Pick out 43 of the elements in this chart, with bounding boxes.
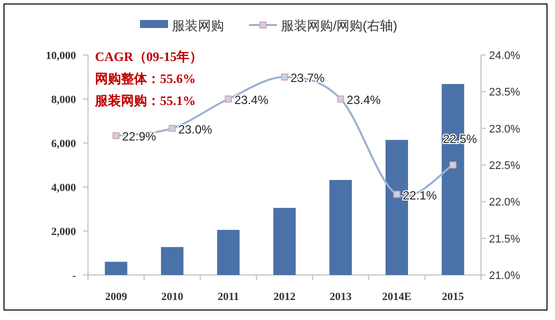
data-label: 23.7%	[290, 71, 325, 85]
data-label: 22.1%	[402, 188, 438, 202]
annotation: CAGR（09-15年）	[95, 49, 203, 64]
data-label: 22.9%	[122, 130, 156, 144]
x-tick-label: 2013	[330, 291, 352, 303]
y-tick-label: 4,000	[51, 182, 76, 194]
point	[168, 124, 176, 132]
legend-label: 服装网购	[172, 18, 224, 33]
point	[337, 96, 344, 102]
x-tick-label: 2014E	[382, 291, 412, 303]
annotation: 服装网购：55.1%	[94, 93, 196, 108]
legend-label: 服装网购/网购(右轴)	[281, 18, 398, 33]
data-label: 23.0%	[178, 122, 213, 136]
y2-tick-label: 22.0%	[489, 196, 520, 209]
y2-tick-label: 22.5%	[489, 160, 520, 172]
y-tick-label: -	[72, 270, 76, 282]
y2-tick-label: 21.5%	[489, 233, 520, 246]
x-tick-label: 2012	[274, 291, 296, 303]
x-tick-label: 2010	[161, 291, 184, 303]
data-label: 23.4%	[346, 93, 381, 107]
bar	[217, 230, 240, 275]
y-tick-label: 8,000	[51, 94, 76, 106]
point	[393, 190, 400, 198]
y-tick-label: 6,000	[51, 138, 76, 150]
point	[112, 132, 120, 140]
y2-tick-label: 23.0%	[489, 123, 520, 136]
annotation: 网购整体：55.6%	[95, 71, 196, 86]
y2-tick-label: 21.0%	[489, 270, 520, 282]
y-tick-label: 2,000	[51, 226, 76, 238]
x-tick-label: 2011	[218, 291, 240, 303]
y2-tick-label: 23.5%	[489, 86, 520, 99]
y2-tick-label: 24.0%	[489, 50, 520, 62]
bar	[273, 208, 296, 275]
x-tick-label: 2015	[442, 291, 464, 303]
point	[224, 96, 232, 102]
point	[281, 74, 288, 80]
bar	[329, 180, 352, 275]
bar	[160, 247, 184, 275]
y-tick-label: 10,000	[46, 50, 76, 62]
bar	[104, 262, 128, 275]
point	[449, 162, 456, 168]
data-label: 23.4%	[234, 93, 269, 107]
x-tick-label: 2009	[105, 291, 128, 303]
